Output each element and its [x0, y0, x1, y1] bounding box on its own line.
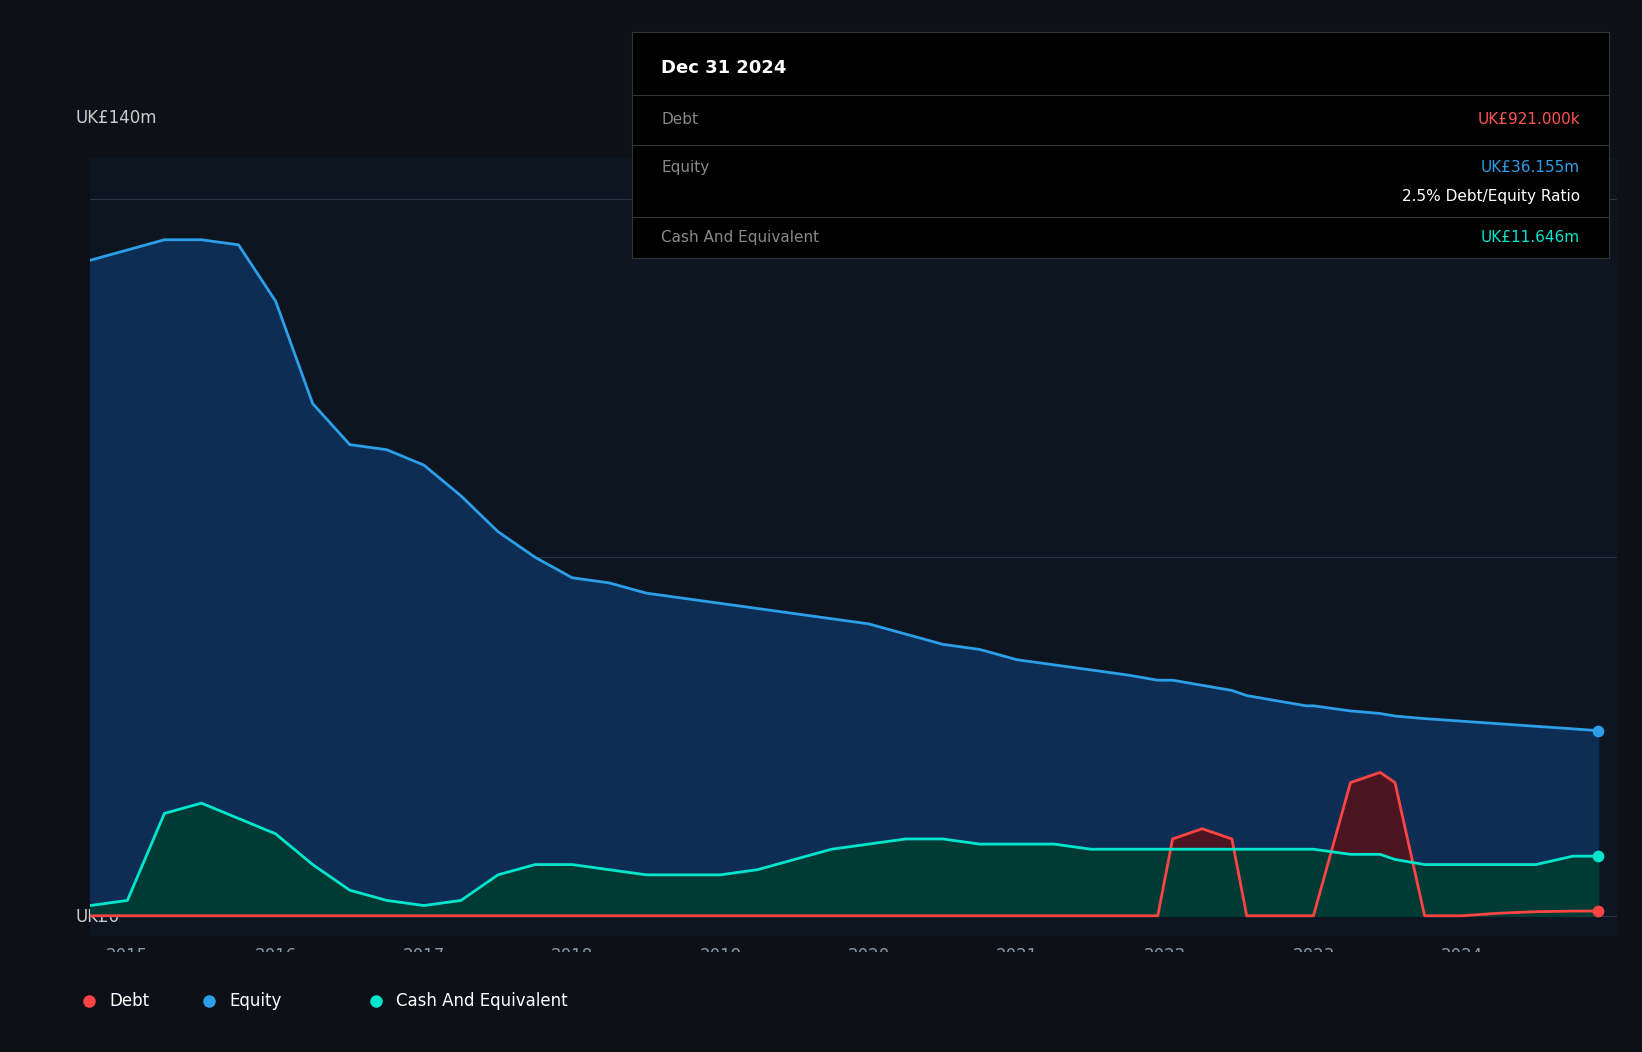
Text: UK£921.000k: UK£921.000k: [1478, 113, 1580, 127]
Text: UK£140m: UK£140m: [76, 108, 156, 126]
Text: 2.5% Debt/Equity Ratio: 2.5% Debt/Equity Ratio: [1402, 189, 1580, 204]
Text: Cash And Equivalent: Cash And Equivalent: [662, 230, 819, 245]
Text: Equity: Equity: [662, 160, 709, 175]
Text: Equity: Equity: [230, 992, 282, 1010]
Point: [1585, 723, 1611, 740]
Point: [1585, 848, 1611, 865]
Text: UK£0: UK£0: [76, 908, 120, 926]
Text: Cash And Equivalent: Cash And Equivalent: [396, 992, 568, 1010]
Text: UK£36.155m: UK£36.155m: [1481, 160, 1580, 175]
Text: Dec 31 2024: Dec 31 2024: [662, 59, 787, 77]
Text: Debt: Debt: [662, 113, 698, 127]
Text: Debt: Debt: [110, 992, 149, 1010]
Point: [1585, 903, 1611, 919]
Text: UK£11.646m: UK£11.646m: [1481, 230, 1580, 245]
